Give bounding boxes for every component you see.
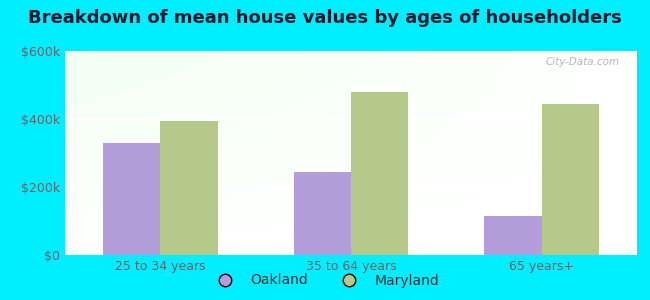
Legend: Oakland, Maryland: Oakland, Maryland bbox=[205, 268, 445, 293]
Bar bbox=[541, 104, 599, 255]
Text: Breakdown of mean house values by ages of householders: Breakdown of mean house values by ages o… bbox=[28, 9, 622, 27]
Text: City-Data.com: City-Data.com bbox=[546, 57, 620, 67]
Bar bbox=[103, 143, 161, 255]
Bar bbox=[294, 172, 351, 255]
Bar bbox=[484, 216, 541, 255]
Bar bbox=[351, 92, 408, 255]
Bar bbox=[161, 121, 218, 255]
